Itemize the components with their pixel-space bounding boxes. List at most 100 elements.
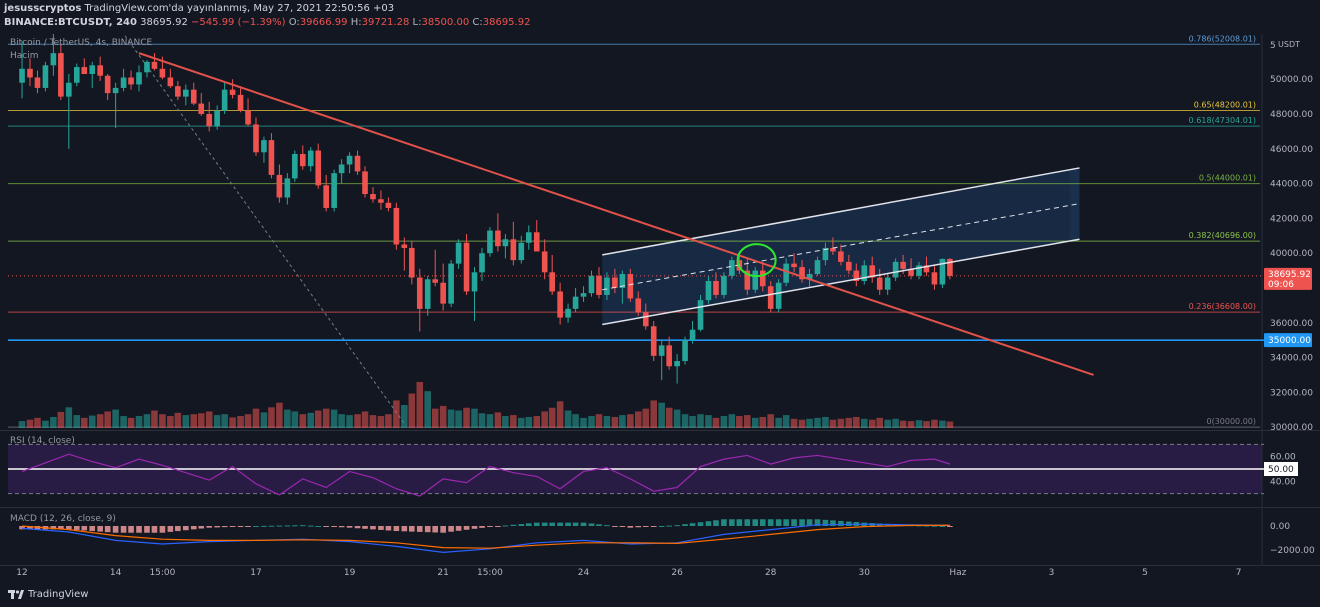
price-tick-label: 32000.00	[1270, 388, 1313, 398]
price-axis-top-label: 5	[1270, 41, 1276, 51]
macd-histogram-bar	[440, 526, 446, 533]
candle-body	[128, 77, 134, 85]
volume-bar	[26, 419, 34, 428]
candle-body	[783, 263, 789, 283]
volume-bar	[471, 408, 478, 428]
candle-body	[682, 340, 688, 362]
volume-bar	[712, 417, 720, 428]
tradingview-brand[interactable]: TradingView	[8, 588, 88, 600]
volume-bar	[931, 419, 938, 428]
volume-bar	[385, 414, 392, 428]
volume-bar	[50, 416, 57, 428]
macd-histogram-bar	[58, 526, 64, 530]
macd-tick-label: −2000.00	[1270, 546, 1315, 556]
volume-bar	[182, 415, 190, 428]
macd-histogram-bar	[502, 525, 509, 527]
candle-body	[612, 277, 618, 288]
volume-bar	[284, 409, 291, 428]
volume-bar	[790, 418, 798, 428]
macd-histogram-bar	[136, 526, 142, 533]
candle-body	[393, 207, 400, 245]
macd-histogram-bar	[159, 526, 166, 533]
fib-level-label: 0.236(36608.00)	[1189, 302, 1256, 311]
macd-histogram-bar	[416, 526, 423, 532]
volume-bar	[564, 410, 572, 428]
volume-bar	[244, 414, 252, 428]
volume-bar	[876, 417, 883, 428]
volume-bar	[939, 420, 946, 428]
last-price-badge	[1264, 267, 1312, 290]
footer-bar: TradingView	[0, 584, 1320, 607]
fib-level-label: 0.65(48200.01)	[1194, 101, 1256, 110]
macd-histogram-bar	[791, 519, 797, 526]
volume-bar	[73, 415, 81, 428]
macd-histogram-bar	[479, 526, 485, 528]
volume-bar	[861, 418, 868, 428]
macd-histogram-bar	[27, 526, 33, 530]
volume-bar	[416, 382, 424, 428]
macd-histogram-bar	[299, 525, 306, 527]
macd-histogram-bar	[939, 525, 946, 527]
projection-dotted-line	[124, 35, 407, 426]
volume-bar	[205, 411, 213, 428]
volume-bar	[665, 407, 673, 428]
volume-bar	[80, 417, 88, 428]
author-name[interactable]: jesusscryptos	[4, 3, 82, 14]
macd-signal-line	[21, 524, 950, 549]
macd-histogram-bar	[752, 519, 759, 526]
volume-bar	[673, 409, 681, 428]
brand-label: TradingView	[28, 588, 89, 600]
fib-level-label: 0.618(47304.01)	[1189, 116, 1256, 125]
candle-body	[518, 242, 525, 261]
candle-body	[642, 312, 649, 327]
candle-body	[378, 199, 384, 203]
volume-bar	[478, 413, 486, 428]
macd-histogram-bar	[112, 526, 119, 533]
candle-body	[471, 272, 478, 292]
candle-body	[190, 89, 197, 104]
price-tick-label: 44000.00	[1270, 180, 1313, 190]
volume-bar	[884, 419, 891, 428]
candle-body	[697, 300, 704, 330]
volume-bar	[314, 410, 322, 428]
rsi-line	[21, 453, 951, 497]
macd-histogram-bar	[838, 520, 844, 526]
candle-body	[73, 67, 80, 83]
time-tick-label: 17	[250, 568, 261, 578]
macd-histogram-bar	[346, 526, 353, 528]
macd-histogram-bar	[89, 526, 96, 532]
volume-bar	[658, 402, 665, 428]
support-badge	[1264, 333, 1312, 348]
candle-body	[362, 171, 368, 195]
volume-bar	[276, 402, 283, 428]
candle-body	[604, 277, 610, 295]
volume-bar	[837, 418, 845, 428]
volume-bar	[237, 416, 244, 428]
candle-body	[42, 65, 49, 88]
candle-body	[916, 265, 922, 276]
candle-body	[853, 270, 860, 282]
candle-body	[112, 87, 119, 94]
macd-histogram-bar	[682, 524, 688, 526]
chart-canvas[interactable]: 0.786(52008.01) 0.65(48200.01) 0.618(47304…	[0, 0, 1320, 584]
price-tick-label: 40000.00	[1270, 249, 1313, 259]
macd-histogram-bar	[580, 522, 587, 526]
macd-histogram-bar	[721, 519, 727, 526]
candle-body	[838, 251, 844, 262]
candle-body	[136, 72, 142, 85]
macd-histogram-bar	[292, 525, 298, 527]
macd-histogram-bar	[331, 526, 337, 527]
open-value: 39666.99	[299, 17, 348, 28]
price-tick-label: 50000.00	[1270, 75, 1313, 85]
macd-tick-label: 0.00	[1270, 522, 1290, 532]
candle-body	[689, 329, 696, 341]
macd-histogram-bar	[354, 526, 361, 529]
candle-body	[424, 279, 431, 309]
macd-histogram-bar	[947, 526, 953, 527]
macd-histogram-bar	[666, 525, 672, 527]
close-label: C:	[472, 17, 483, 28]
change-label: −545.99 (−1.39%)	[191, 17, 286, 28]
volume-bar	[486, 414, 494, 428]
time-tick-label: 12	[16, 568, 27, 578]
macd-histogram-bar	[120, 526, 127, 533]
